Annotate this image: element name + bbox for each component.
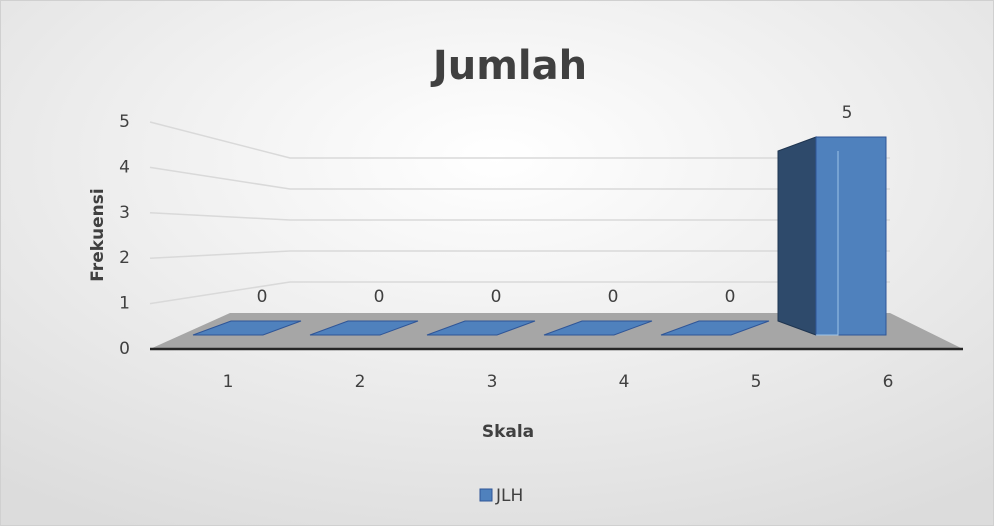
bar bbox=[543, 320, 653, 336]
data-label: 0 bbox=[608, 287, 619, 307]
x-tick-label: 6 bbox=[883, 372, 894, 392]
bar bbox=[660, 320, 770, 336]
grid-line bbox=[149, 250, 890, 259]
y-tick-label: 0 bbox=[119, 339, 130, 359]
x-axis-label: Skala bbox=[482, 422, 534, 442]
data-label: 0 bbox=[374, 287, 385, 307]
bar bbox=[309, 320, 419, 336]
x-tick-label: 2 bbox=[355, 372, 366, 392]
data-label: 0 bbox=[257, 287, 268, 307]
legend-swatch bbox=[479, 488, 493, 502]
legend-label: JLH bbox=[495, 486, 523, 506]
y-tick-label: 5 bbox=[119, 112, 130, 132]
y-tick-label: 4 bbox=[119, 157, 130, 177]
grid-line bbox=[149, 281, 890, 305]
bar-side bbox=[777, 136, 817, 336]
bar bbox=[815, 136, 887, 336]
bar bbox=[426, 320, 536, 336]
data-label: 0 bbox=[725, 287, 736, 307]
bar-edge bbox=[816, 151, 839, 336]
y-axis-label: Frekuensi bbox=[88, 188, 108, 281]
chart-title: Jumlah bbox=[430, 43, 587, 89]
y-tick-label: 1 bbox=[119, 294, 130, 314]
grid-line bbox=[149, 166, 890, 190]
x-tick-label: 3 bbox=[487, 372, 498, 392]
grid-line bbox=[149, 212, 890, 221]
y-tick-label: 3 bbox=[119, 203, 130, 223]
data-label: 5 bbox=[842, 103, 853, 123]
x-tick-label: 1 bbox=[223, 372, 234, 392]
x-tick-label: 5 bbox=[751, 372, 762, 392]
grid-line bbox=[149, 121, 890, 159]
bar bbox=[192, 320, 302, 336]
y-tick-label: 2 bbox=[119, 248, 130, 268]
data-label: 0 bbox=[491, 287, 502, 307]
x-tick-label: 4 bbox=[619, 372, 630, 392]
legend: JLH bbox=[479, 486, 523, 506]
